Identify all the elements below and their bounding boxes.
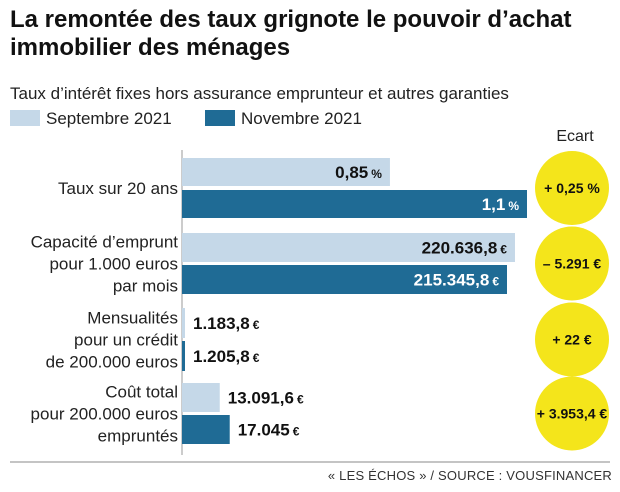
data-label: 0,85% xyxy=(335,163,382,182)
category-label: empruntés xyxy=(98,427,178,446)
bar xyxy=(182,383,220,412)
ecart-label: + 22 € xyxy=(552,332,592,348)
category-label: pour 200.000 euros xyxy=(31,405,178,424)
category-label: par mois xyxy=(113,277,178,296)
data-label: 13.091,6 € xyxy=(228,389,304,408)
data-label: 220.636,8 € xyxy=(422,239,508,258)
category-label: Capacité d’emprunt xyxy=(31,233,179,252)
category-label: pour 1.000 euros xyxy=(49,255,178,274)
chart-subtitle: Taux d’intérêt fixes hors assurance empr… xyxy=(10,84,509,103)
bar xyxy=(182,308,185,338)
bar xyxy=(182,265,507,294)
category-label: Taux sur 20 ans xyxy=(58,179,178,198)
bar xyxy=(182,415,230,444)
ecart-label: + 3.953,4 € xyxy=(537,406,608,422)
bar xyxy=(182,341,185,371)
legend-item-series1: Septembre 2021 xyxy=(10,108,172,130)
category-label: de 200.000 euros xyxy=(46,353,178,372)
ecart-circle xyxy=(535,376,609,451)
ecart-header: Ecart xyxy=(556,128,594,145)
data-label: 1,1% xyxy=(482,195,520,214)
ecart-label: – 5.291 € xyxy=(543,256,602,272)
chart-title: La remontée des taux grignote le pouvoir… xyxy=(10,6,572,61)
ecart-label: + 0,25 % xyxy=(544,180,600,196)
data-label: 1.205,8 € xyxy=(193,347,260,366)
data-label: 215.345,8 € xyxy=(414,271,500,290)
legend-swatch-series2 xyxy=(205,110,235,126)
category-label: Coût total xyxy=(105,383,178,402)
legend-label-series2: Novembre 2021 xyxy=(241,109,362,128)
legend-swatch-series1 xyxy=(10,110,40,126)
bar xyxy=(182,158,390,186)
data-label: 17.045 € xyxy=(238,421,300,440)
category-label: pour un crédit xyxy=(74,331,178,350)
ecart-circle xyxy=(535,226,609,301)
ecart-circle xyxy=(535,151,609,225)
category-label: Mensualités xyxy=(87,309,178,328)
ecart-circle xyxy=(535,302,609,377)
bar xyxy=(182,233,515,262)
legend-label-series1: Septembre 2021 xyxy=(46,109,172,128)
legend-item-series2: Novembre 2021 xyxy=(205,108,362,130)
source-credit: « LES ÉCHOS » / SOURCE : VOUSFINANCER xyxy=(327,468,612,483)
data-label: 1.183,8 € xyxy=(193,314,260,333)
bar xyxy=(182,190,527,218)
